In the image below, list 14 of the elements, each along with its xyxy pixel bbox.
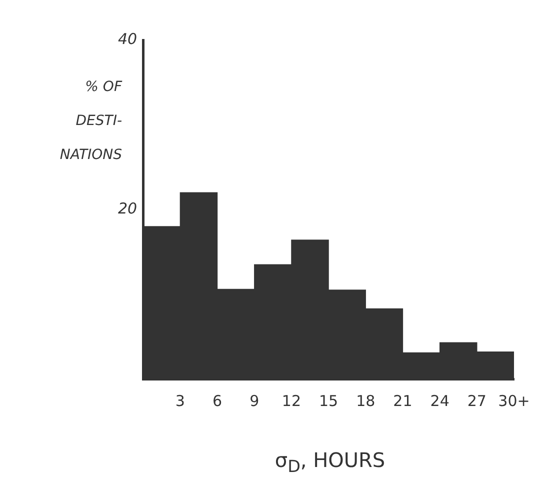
x-tick-label: 3 xyxy=(175,392,185,410)
x-tick-label: 15 xyxy=(318,392,338,410)
y-tick-label: 20 xyxy=(118,199,138,218)
y-tick-label: 40 xyxy=(118,30,138,48)
x-tick-label: 18 xyxy=(356,392,376,410)
x-tick-label: 30+ xyxy=(498,392,530,410)
x-tick-label: 27 xyxy=(467,392,486,410)
x-tick-label: 6 xyxy=(212,392,222,410)
x-tick-label: 24 xyxy=(430,392,450,410)
x-tick-label: 12 xyxy=(282,392,301,410)
x-axis-title: σ$_{D}$, HOURS xyxy=(274,448,386,476)
text: % OF DESTI- NATIONS xyxy=(60,79,122,163)
x-tick-label: 21 xyxy=(393,392,412,410)
x-tick-label: 9 xyxy=(250,392,260,410)
